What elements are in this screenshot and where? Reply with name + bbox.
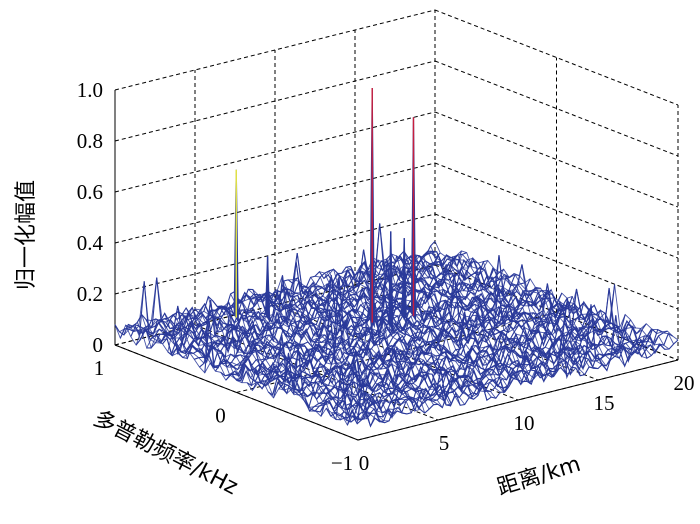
mesh-col-11 [163,314,407,415]
mesh-col-45 [314,275,559,376]
mesh-col-10 [159,312,403,419]
mesh-col-59 [376,261,621,357]
peak-4 [401,238,407,321]
grid-line-back-z3 [114,111,436,193]
x-axis-line [357,359,679,441]
mesh-col-67 [412,254,657,351]
grid-line-side-z3 [434,111,679,208]
z-axis-label: 归一化幅值 [14,180,39,290]
x-tick-label-0: 0 [359,451,370,475]
mesh-col-64 [399,253,643,356]
grid-line-side-z5 [434,9,679,106]
mesh-col-19 [199,303,443,408]
z-tick-label-4: 0.8 [77,129,103,153]
z-tick-label-5: 1.0 [77,78,103,102]
x-tick-label-1: 5 [439,431,450,455]
z-tick-label-3: 0.6 [77,180,103,204]
y-tick-label-1: 0 [215,404,226,428]
mesh-col-29 [243,277,488,401]
grid-line-side-z4 [434,60,679,157]
mesh-col-70 [425,251,670,350]
peak-0 [369,87,375,329]
mesh-col-42 [301,286,545,380]
mesh-col-44 [310,277,554,377]
mesh-col-5 [136,321,381,422]
y-tick-label-2: 1 [94,356,105,380]
mesh-col-46 [319,271,563,379]
mesh-col-8 [150,310,394,418]
mesh-col-47 [323,260,568,378]
y-tick-label-0: −1 [331,451,353,475]
mesh-col-38 [283,280,528,382]
mesh-col-61 [385,253,630,356]
mesh-col-51 [341,269,586,375]
y-axis-line [114,344,359,441]
grid-line-side-z1 [434,213,679,310]
surface-mesh [114,223,679,428]
peak-5 [264,256,271,324]
x-tick-label-4: 20 [674,371,695,395]
peak-1 [410,117,417,322]
z-tick-label-0: 0 [93,333,104,357]
peak-3 [388,231,394,332]
x-axis-label: 距离/km [494,452,583,501]
x-tick-label-2: 10 [514,411,535,435]
mesh-col-48 [327,268,572,373]
mesh-col-24 [221,304,466,405]
mesh-col-0 [114,324,359,427]
mesh-col-72 [434,241,679,341]
grid-line-floor-x1 [194,324,439,421]
peak-lines [233,87,417,332]
mesh-col-55 [359,260,603,365]
x-tick-label-3: 15 [594,391,615,415]
mesh-col-69 [421,250,666,350]
z-tick-label-1: 0.2 [77,282,103,306]
mesh-col-31 [252,289,497,399]
peak-2 [233,169,239,324]
mesh-col-21 [207,296,452,406]
mesh-col-13 [172,311,417,404]
mesh-col-57 [368,266,612,367]
mesh-col-20 [203,305,448,397]
mesh-col-50 [336,249,581,376]
mesh-col-1 [119,320,363,424]
z-tick-label-2: 0.4 [77,231,104,255]
mesh-col-34 [265,290,510,394]
mesh-col-71 [430,245,675,345]
mesh-col-63 [394,254,639,355]
grid-line-side-z2 [434,162,679,259]
mesh-col-36 [274,261,519,388]
mesh-col-26 [230,293,474,400]
mesh-col-6 [141,314,385,424]
mesh-col-28 [238,291,483,398]
